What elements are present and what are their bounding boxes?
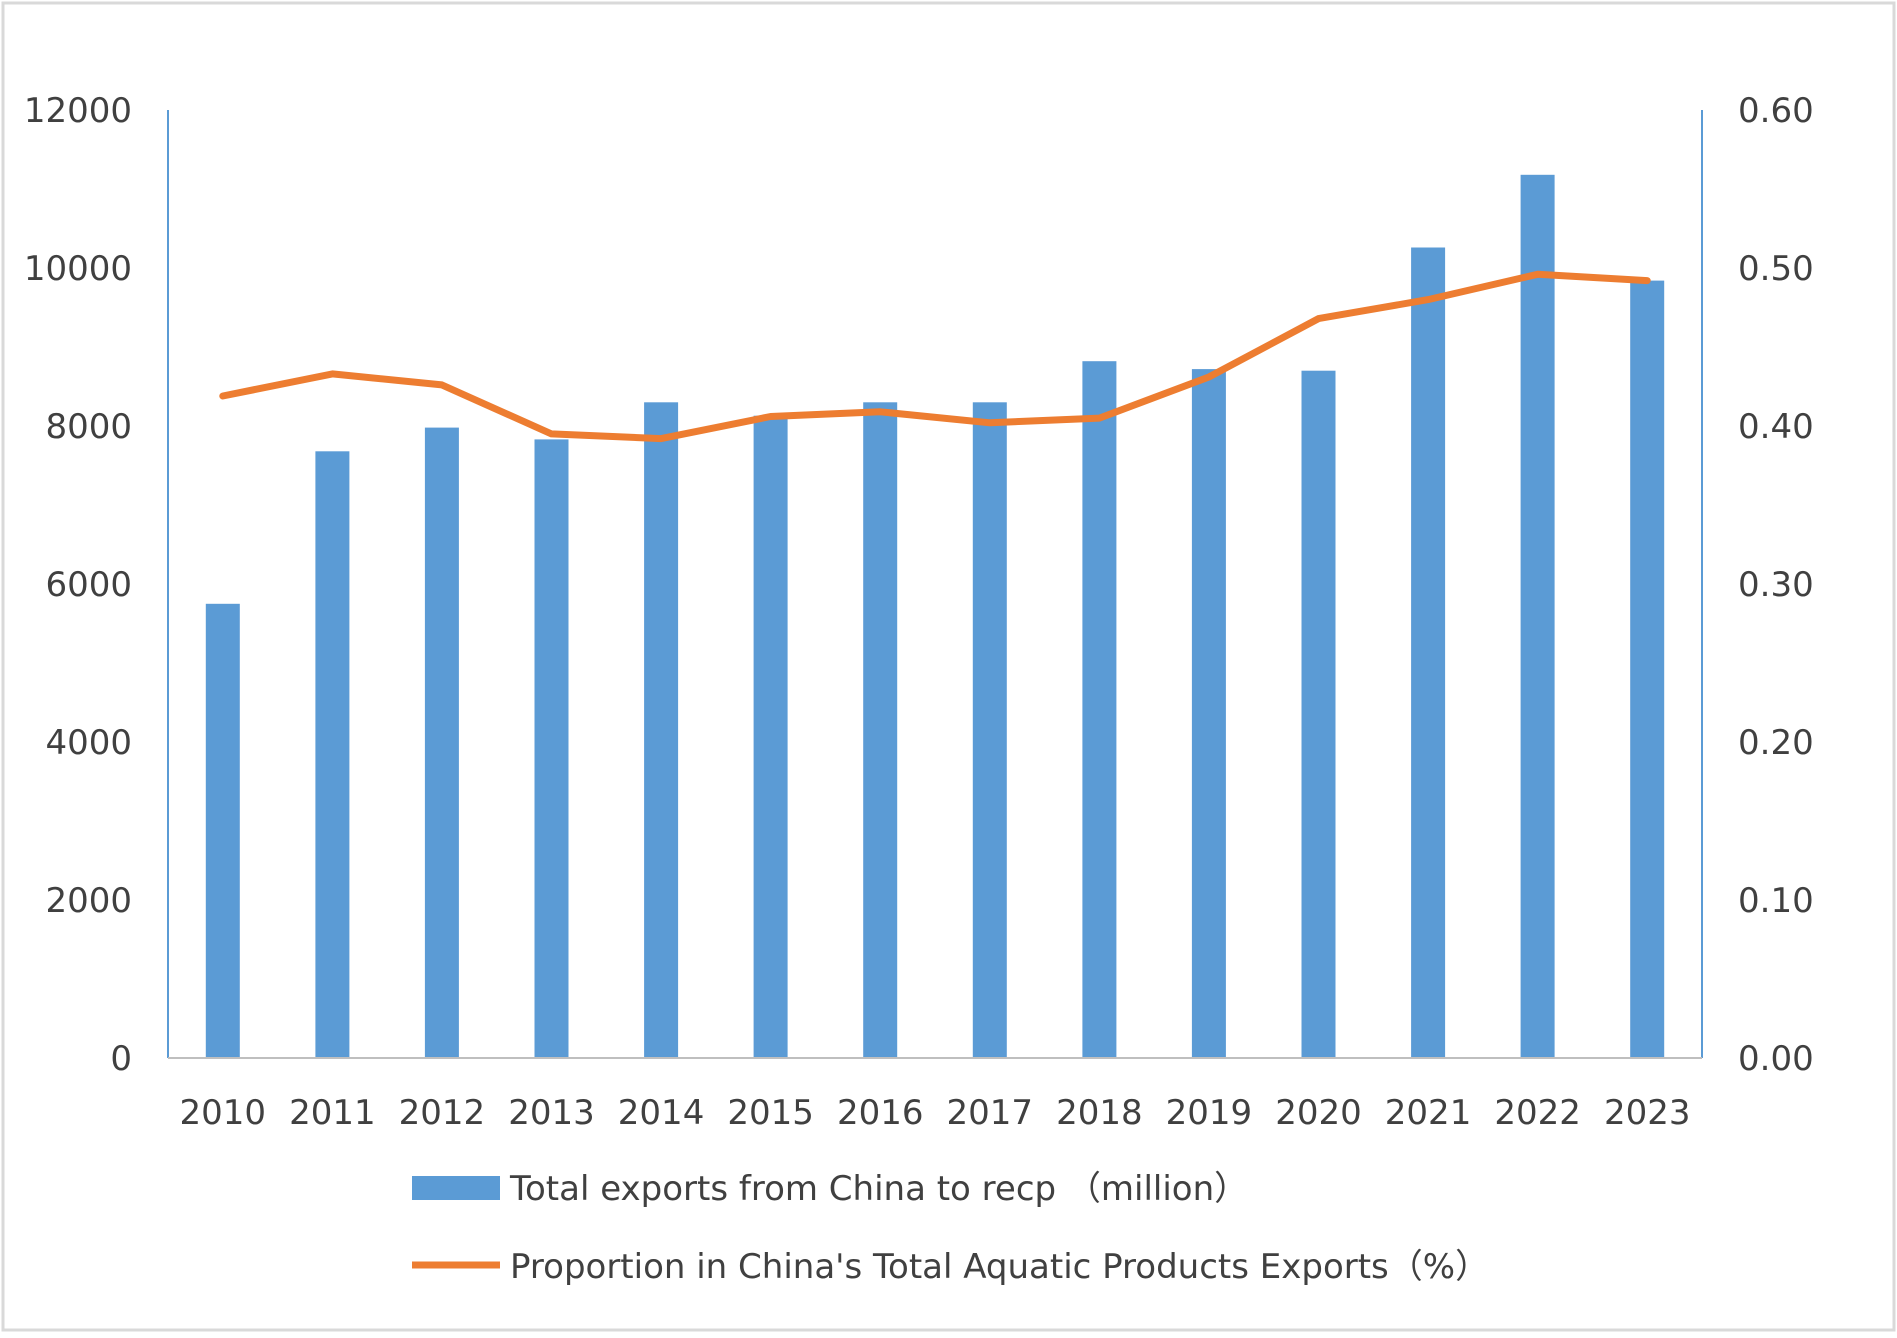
x-tick-label: 2015 — [727, 1093, 814, 1133]
x-tick-label: 2019 — [1166, 1093, 1253, 1133]
x-tick-label: 2021 — [1385, 1093, 1472, 1133]
y-right-tick-label: 0.50 — [1738, 249, 1814, 289]
x-tick-label: 2016 — [837, 1093, 924, 1133]
bar-2010 — [206, 604, 240, 1058]
bar-2017 — [973, 402, 1007, 1058]
bar-2019 — [1192, 369, 1226, 1058]
bar-2014 — [644, 402, 678, 1058]
y-right-tick-label: 0.30 — [1738, 565, 1814, 605]
y-right-tick-label: 0.00 — [1738, 1039, 1814, 1079]
x-tick-label: 2020 — [1275, 1093, 1362, 1133]
y-left-tick-label: 6000 — [45, 565, 132, 605]
legend-label-line: Proportion in China's Total Aquatic Prod… — [510, 1247, 1489, 1287]
legend-swatch-bar — [412, 1176, 500, 1200]
x-tick-label: 2010 — [180, 1093, 267, 1133]
bar-2021 — [1411, 248, 1445, 1059]
bar-2013 — [535, 439, 569, 1058]
x-tick-label: 2013 — [508, 1093, 595, 1133]
y-right-tick-label: 0.60 — [1738, 91, 1814, 131]
x-tick-label: 2018 — [1056, 1093, 1143, 1133]
bar-2015 — [754, 416, 788, 1058]
y-left-tick-label: 10000 — [24, 249, 132, 289]
x-tick-label: 2023 — [1604, 1093, 1691, 1133]
y-left-tick-label: 8000 — [45, 407, 132, 447]
bar-2018 — [1082, 361, 1116, 1058]
bar-2012 — [425, 428, 459, 1058]
bar-2020 — [1302, 371, 1336, 1058]
x-tick-label: 2012 — [399, 1093, 486, 1133]
y-left-tick-label: 2000 — [45, 881, 132, 921]
x-tick-label: 2011 — [289, 1093, 376, 1133]
bar-2011 — [315, 451, 349, 1058]
bar-2016 — [863, 402, 897, 1058]
legend-label-bar: Total exports from China to recp （millio… — [509, 1169, 1248, 1209]
y-left-tick-label: 0 — [110, 1039, 132, 1079]
x-tick-label: 2022 — [1494, 1093, 1581, 1133]
bar-2023 — [1630, 281, 1664, 1058]
y-left-tick-label: 4000 — [45, 723, 132, 763]
y-right-tick-label: 0.40 — [1738, 407, 1814, 447]
y-left-tick-label: 12000 — [24, 91, 132, 131]
x-tick-label: 2014 — [618, 1093, 705, 1133]
y-right-tick-label: 0.20 — [1738, 723, 1814, 763]
y-right-tick-label: 0.10 — [1738, 881, 1814, 921]
bar-2022 — [1521, 175, 1555, 1058]
x-tick-label: 2017 — [947, 1093, 1034, 1133]
